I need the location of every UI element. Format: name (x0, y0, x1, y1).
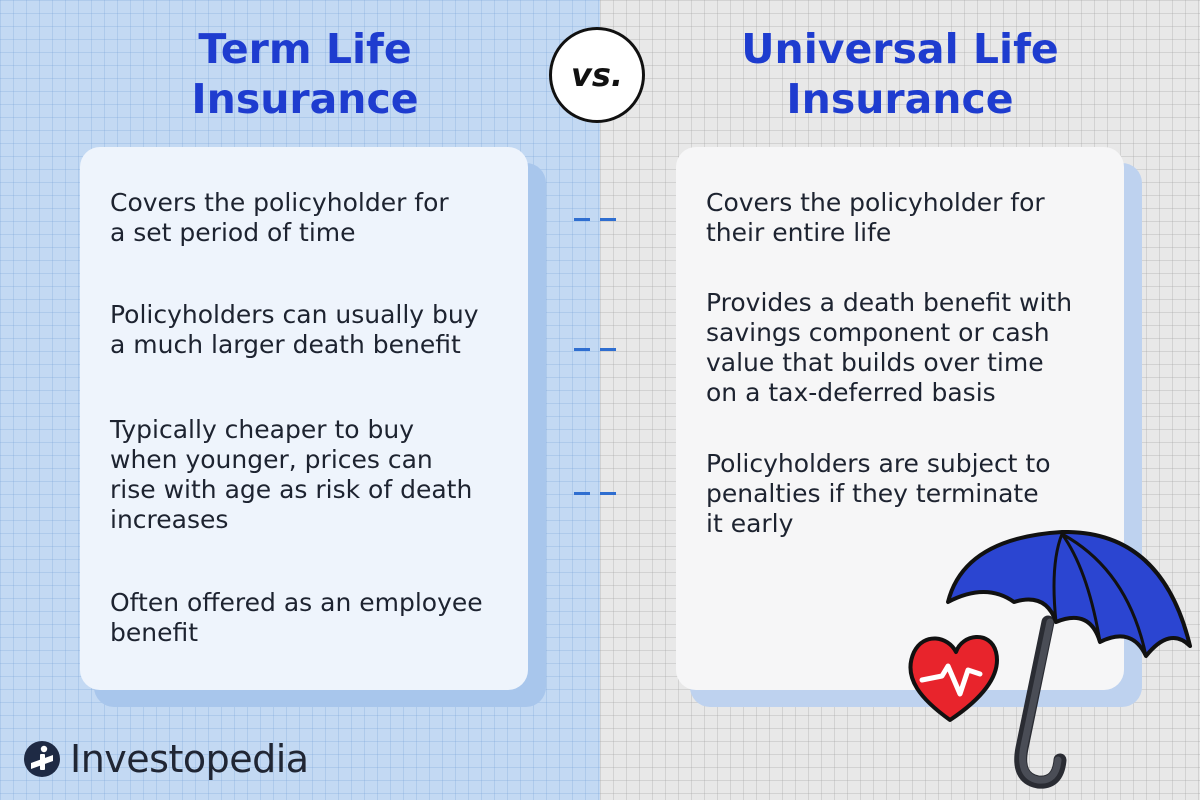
point-line: Provides a death benefit with (706, 288, 1073, 317)
point-line: Covers the policyholder for (110, 188, 449, 217)
umbrella-icon (946, 530, 1192, 789)
point-line: Policyholders are subject to (706, 449, 1051, 478)
point-line: rise with age as risk of death (110, 475, 473, 504)
heading-line: Insurance (191, 75, 419, 123)
point-line: on a tax-deferred basis (706, 378, 996, 407)
term-life-heading: Term Life Insurance (90, 24, 520, 124)
row-connector (574, 218, 616, 221)
point-line: a much larger death benefit (110, 330, 461, 359)
term-life-point: Typically cheaper to buy when younger, p… (110, 415, 510, 535)
heart-icon (908, 635, 999, 722)
point-line: value that builds over time (706, 348, 1044, 377)
heading-line: Insurance (786, 75, 1014, 123)
point-line: Covers the policyholder for (706, 188, 1045, 217)
point-line: Often offered as an employee (110, 588, 483, 617)
point-line: their entire life (706, 218, 892, 247)
point-line: increases (110, 505, 229, 534)
point-line: when younger, prices can (110, 445, 433, 474)
row-connector (574, 348, 616, 351)
brand-name: Investopedia (70, 737, 309, 781)
universal-life-card: Covers the policyholder for their entire… (676, 147, 1124, 690)
point-line: benefit (110, 618, 199, 647)
investopedia-logo: Investopedia (22, 734, 309, 784)
term-life-card: Covers the policyholder for a set period… (80, 147, 528, 690)
heading-line: Term Life (198, 25, 412, 73)
universal-life-point: Covers the policyholder for their entire… (706, 188, 1106, 248)
universal-life-point: Provides a death benefit with savings co… (706, 288, 1106, 408)
umbrella-heart-illustration (908, 530, 1192, 789)
term-life-point: Covers the policyholder for a set period… (110, 188, 510, 248)
universal-life-heading: Universal Life Insurance (685, 24, 1115, 124)
point-line: Policyholders can usually buy (110, 300, 479, 329)
vs-badge: vs. (549, 27, 645, 123)
term-life-point: Policyholders can usually buy a much lar… (110, 300, 510, 360)
term-life-point: Often offered as an employee benefit (110, 588, 510, 648)
point-line: Typically cheaper to buy (110, 415, 415, 444)
investopedia-logo-icon (24, 741, 60, 777)
point-line: savings component or cash (706, 318, 1050, 347)
vs-label: vs. (570, 56, 624, 94)
universal-life-point: Policyholders are subject to penalties i… (706, 449, 1106, 539)
point-line: a set period of time (110, 218, 356, 247)
point-line: it early (706, 509, 794, 538)
row-connector (574, 492, 616, 495)
point-line: penalties if they terminate (706, 479, 1039, 508)
heading-line: Universal Life (741, 25, 1059, 73)
